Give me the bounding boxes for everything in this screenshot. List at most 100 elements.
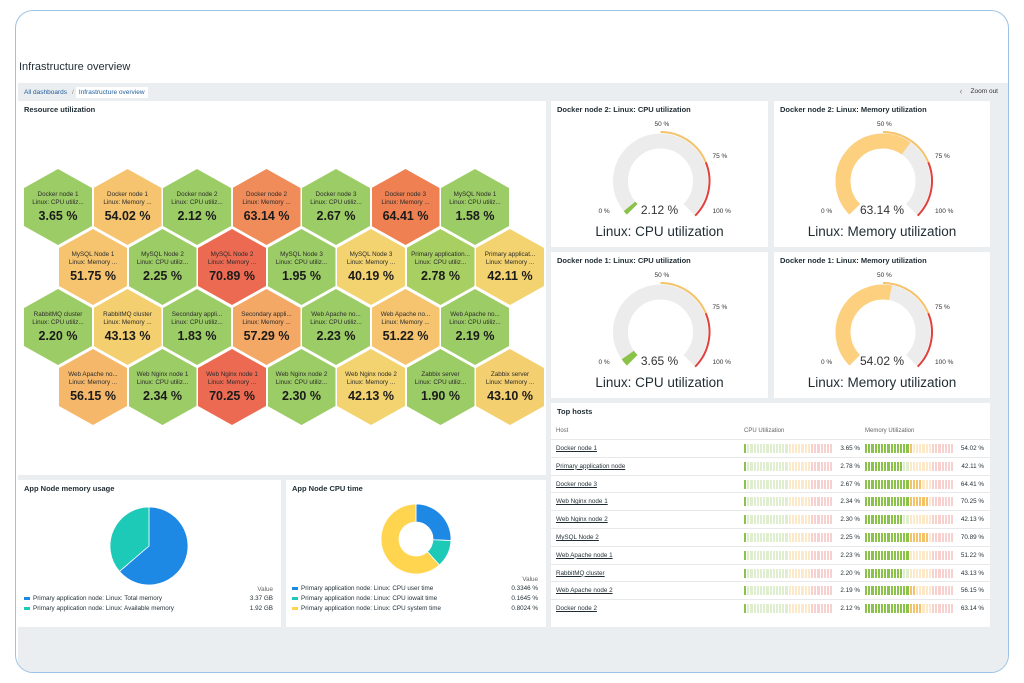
hex-host-name: MySQL Node 1: [71, 251, 115, 258]
hex-cell[interactable]: Secondary appli... Linux: CPU utiliz... 1.…: [163, 289, 231, 365]
gauge-title: Docker node 2: Linux: Memory utilization: [780, 105, 927, 114]
hex-cell[interactable]: Primary applicat... Linux: Memory ... 42.1…: [476, 229, 544, 305]
gauge-dial: [835, 131, 933, 217]
hex-value: 56.15 %: [70, 389, 116, 403]
hex-host-name: Primary application...: [411, 251, 470, 258]
legend-item[interactable]: Primary application node: Linux: Availab…: [24, 605, 174, 612]
hex-item-name: Linux: CPU utiliz...: [136, 259, 189, 266]
legend-item[interactable]: Primary application node: Linux: CPU sys…: [292, 605, 441, 612]
hex-cell[interactable]: Primary application... Linux: CPU utiliz.…: [406, 229, 475, 305]
host-link[interactable]: MySQL Node 2: [556, 534, 599, 541]
hex-host-name: Web Nginx node 1: [136, 371, 189, 378]
hex-cell[interactable]: Web Apache no... Linux: CPU utiliz... 2.23…: [302, 289, 370, 365]
hex-cell[interactable]: Docker node 3 Linux: Memory ... 64.41 %: [371, 169, 440, 245]
hex-cell[interactable]: Web Apache no... Linux: CPU utiliz... 2.19…: [441, 289, 509, 365]
column-header-cpu: CPU Utilization: [744, 428, 785, 434]
hex-cell[interactable]: Docker node 3 Linux: CPU utiliz... 2.67 %: [302, 169, 370, 245]
hex-host-name: Web Nginx node 2: [345, 371, 397, 378]
chevron-left-icon[interactable]: ‹: [959, 86, 963, 96]
hex-cell[interactable]: Docker node 2 Linux: CPU utiliz... 2.12 %: [163, 169, 231, 245]
hex-value: 1.95 %: [282, 269, 321, 283]
hex-cell[interactable]: Web Nginx node 2 Linux: Memory ... 42.13 %: [337, 349, 405, 425]
hex-value: 3.65 %: [38, 209, 78, 223]
gauge-track: [613, 284, 708, 366]
hex-cell[interactable]: Web Nginx node 1 Linux: Memory ... 70.25 %: [198, 349, 266, 425]
host-link[interactable]: Docker node 3: [556, 480, 597, 488]
gauge-label-warn: 75 %: [935, 304, 950, 311]
hex-value: 42.13 %: [348, 389, 394, 403]
host-link[interactable]: Web Apache node 2: [556, 587, 613, 595]
memory-value: 42.13 %: [960, 516, 984, 524]
host-link[interactable]: Docker node 2: [556, 605, 597, 613]
hex-item-name: Linux: CPU utiliz...: [310, 199, 362, 206]
host-link[interactable]: Docker node 1: [556, 445, 597, 452]
pie-slice[interactable]: [380, 503, 440, 575]
hex-item-name: Linux: Memory ...: [346, 379, 396, 386]
gauge-value: 3.65 %: [640, 354, 679, 368]
cpu-bar: [744, 586, 833, 596]
hex-cell[interactable]: Web Apache no... Linux: Memory ... 56.15 %: [59, 349, 127, 425]
breadcrumb-all-dashboards[interactable]: All dashboards: [24, 88, 67, 96]
pie-slice[interactable]: [415, 503, 452, 541]
host-link[interactable]: Web Apache node 1: [556, 551, 613, 559]
widget-title: Top hosts: [557, 407, 593, 416]
resource-utilization-widget: Resource utilization Docker node 1 Linux:…: [18, 101, 546, 475]
gauge-value-arc: [835, 133, 911, 215]
host-link[interactable]: Web Nginx node 2: [556, 516, 608, 524]
column-header-memory: Memory Utilization: [865, 428, 915, 434]
hex-cell[interactable]: Docker node 2 Linux: Memory ... 63.14 %: [232, 169, 301, 245]
hex-cell[interactable]: MySQL Node 2 Linux: Memory ... 70.89 %: [198, 229, 266, 305]
hex-item-name: Linux: CPU utiliz...: [414, 259, 467, 266]
hex-value: 2.25 %: [143, 269, 182, 283]
hex-value: 2.34 %: [143, 389, 182, 403]
hex-value: 2.19 %: [455, 329, 495, 343]
pie-slice[interactable]: [118, 506, 189, 586]
hex-cell[interactable]: Web Apache no... Linux: Memory ... 51.22 %: [371, 289, 440, 365]
hex-cell[interactable]: Web Nginx node 1 Linux: CPU utiliz... 2.34…: [128, 349, 197, 425]
hex-cell[interactable]: MySQL Node 3 Linux: CPU utiliz... 1.95 %: [267, 229, 336, 305]
hex-item-name: Linux: CPU utiliz...: [449, 199, 501, 206]
hex-cell[interactable]: RabbitMQ cluster Linux: Memory ... 43.13 %: [93, 289, 162, 365]
legend-value-header: Value: [257, 586, 273, 593]
host-link[interactable]: Web Nginx node 1: [556, 498, 608, 506]
hex-cell[interactable]: Secondary appli... Linux: Memory ... 57.29…: [232, 289, 301, 365]
gauge-threshold-arc: [882, 282, 930, 314]
zoom-out-button[interactable]: Zoom out: [970, 88, 998, 95]
hex-item-name: Linux: Memory ...: [242, 319, 291, 326]
hex-cell[interactable]: MySQL Node 1 Linux: Memory ... 51.75 %: [59, 229, 127, 305]
hex-host-name: Docker node 2: [246, 191, 287, 198]
pie-slice[interactable]: [109, 506, 150, 572]
table-row: Primary application node 2.78 % 42.11 %: [551, 456, 990, 475]
legend-item[interactable]: Primary application node: Linux: CPU iow…: [292, 595, 437, 602]
hex-cell[interactable]: MySQL Node 3 Linux: Memory ... 40.19 %: [337, 229, 405, 305]
hex-value: 43.10 %: [487, 389, 533, 403]
hex-item-name: Linux: Memory ...: [103, 199, 152, 206]
cpu-value: 2.19 %: [840, 587, 860, 595]
host-link[interactable]: RabbitMQ cluster: [556, 569, 605, 577]
cpu-bar: [744, 533, 833, 542]
hex-cell[interactable]: RabbitMQ cluster Linux: CPU utiliz... 2.20…: [24, 289, 92, 365]
table-row: Docker node 2 2.12 % 63.14 %: [551, 599, 990, 617]
memory-bar: [865, 497, 954, 507]
hex-cell[interactable]: MySQL Node 2 Linux: CPU utiliz... 2.25 %: [128, 229, 197, 305]
hex-item-name: Linux: CPU utiliz...: [32, 319, 84, 326]
hex-cell[interactable]: Docker node 1 Linux: Memory ... 54.02 %: [93, 169, 162, 245]
breadcrumb-current[interactable]: Infrastructure overview: [75, 86, 148, 98]
legend-item[interactable]: Primary application node: Linux: Total m…: [24, 595, 162, 602]
hex-cell[interactable]: MySQL Node 1 Linux: CPU utiliz... 1.58 %: [441, 169, 509, 245]
host-link[interactable]: Primary application node: [556, 462, 626, 470]
gauge-label-max: 100 %: [712, 359, 731, 366]
hex-item-name: Linux: Memory ...: [103, 319, 152, 326]
legend-item[interactable]: Primary application node: Linux: CPU use…: [292, 585, 433, 592]
hex-cell[interactable]: Zabbix server Linux: CPU utiliz... 1.90 %: [406, 349, 475, 425]
memory-value: 51.22 %: [960, 551, 984, 559]
legend-value-header: Value: [522, 576, 538, 583]
hex-value: 40.19 %: [348, 269, 394, 283]
hex-cell[interactable]: Docker node 1 Linux: CPU utiliz... 3.65 %: [24, 169, 92, 245]
hex-item-name: Linux: Memory ...: [68, 379, 118, 386]
hex-cell[interactable]: Zabbix server Linux: Memory ... 43.10 %: [476, 349, 544, 425]
hex-cell[interactable]: Web Nginx node 2 Linux: CPU utiliz... 2.30…: [267, 349, 336, 425]
hex-host-name: Primary applicat...: [484, 251, 536, 258]
hex-value: 2.78 %: [421, 269, 460, 283]
hex-value: 63.14 %: [243, 209, 290, 223]
